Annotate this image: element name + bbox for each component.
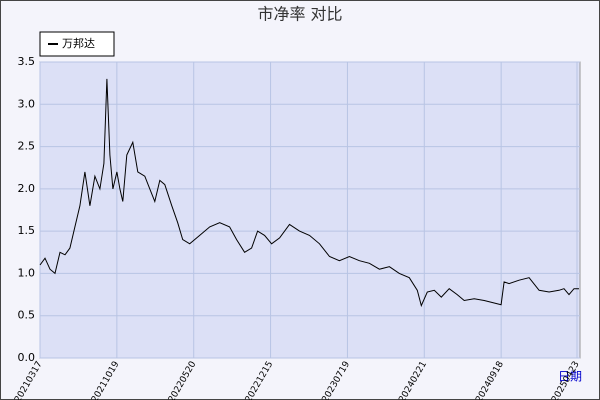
y-tick-label: 2.5 xyxy=(18,140,36,153)
y-tick-label: 3.0 xyxy=(18,97,36,110)
y-tick-label: 3.5 xyxy=(18,55,36,68)
legend-label: 万邦达 xyxy=(62,37,95,50)
y-tick-label: 0.5 xyxy=(18,309,36,322)
y-tick-label: 1.5 xyxy=(18,224,36,237)
plot-area xyxy=(39,61,581,359)
y-tick-label: 2.0 xyxy=(18,182,36,195)
y-tick-label: 1.0 xyxy=(18,266,36,279)
y-tick-label: 0.0 xyxy=(18,351,36,364)
x-axis-label: 日期 xyxy=(558,370,582,384)
chart-title: 市净率 对比 xyxy=(257,5,342,24)
data-line xyxy=(39,78,579,308)
